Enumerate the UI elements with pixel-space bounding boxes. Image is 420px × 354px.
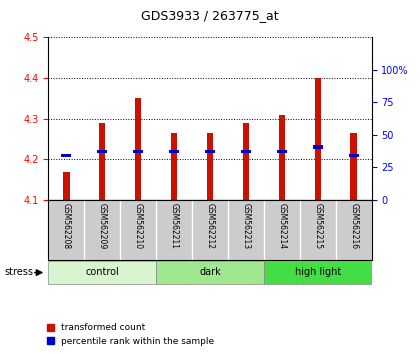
- Bar: [133, 149, 143, 153]
- Bar: [241, 149, 251, 153]
- Bar: [313, 145, 323, 149]
- FancyBboxPatch shape: [156, 261, 264, 284]
- Bar: [99, 122, 105, 200]
- Bar: [97, 149, 107, 153]
- Text: control: control: [85, 267, 119, 277]
- Bar: [243, 122, 249, 200]
- Text: GSM562211: GSM562211: [170, 203, 178, 249]
- FancyBboxPatch shape: [48, 261, 156, 284]
- Bar: [135, 98, 142, 200]
- Legend: transformed count, percentile rank within the sample: transformed count, percentile rank withi…: [47, 324, 214, 346]
- Text: GSM562216: GSM562216: [349, 203, 358, 249]
- Bar: [207, 133, 213, 200]
- Bar: [205, 149, 215, 153]
- Bar: [278, 115, 285, 200]
- Text: GSM562212: GSM562212: [205, 203, 215, 249]
- Bar: [315, 78, 321, 200]
- FancyBboxPatch shape: [264, 261, 372, 284]
- Text: high light: high light: [295, 267, 341, 277]
- Bar: [169, 149, 179, 153]
- Bar: [61, 154, 71, 157]
- Bar: [63, 171, 69, 200]
- Text: GSM562214: GSM562214: [277, 203, 286, 249]
- Bar: [351, 133, 357, 200]
- Text: dark: dark: [199, 267, 221, 277]
- Bar: [349, 154, 359, 157]
- Text: GDS3933 / 263775_at: GDS3933 / 263775_at: [141, 9, 279, 22]
- Text: GSM562209: GSM562209: [98, 203, 107, 249]
- Bar: [171, 133, 177, 200]
- Bar: [277, 149, 287, 153]
- Text: GSM562208: GSM562208: [62, 203, 71, 249]
- Text: GSM562210: GSM562210: [134, 203, 143, 249]
- Text: stress: stress: [4, 267, 33, 277]
- Text: GSM562213: GSM562213: [241, 203, 250, 249]
- Text: GSM562215: GSM562215: [313, 203, 322, 249]
